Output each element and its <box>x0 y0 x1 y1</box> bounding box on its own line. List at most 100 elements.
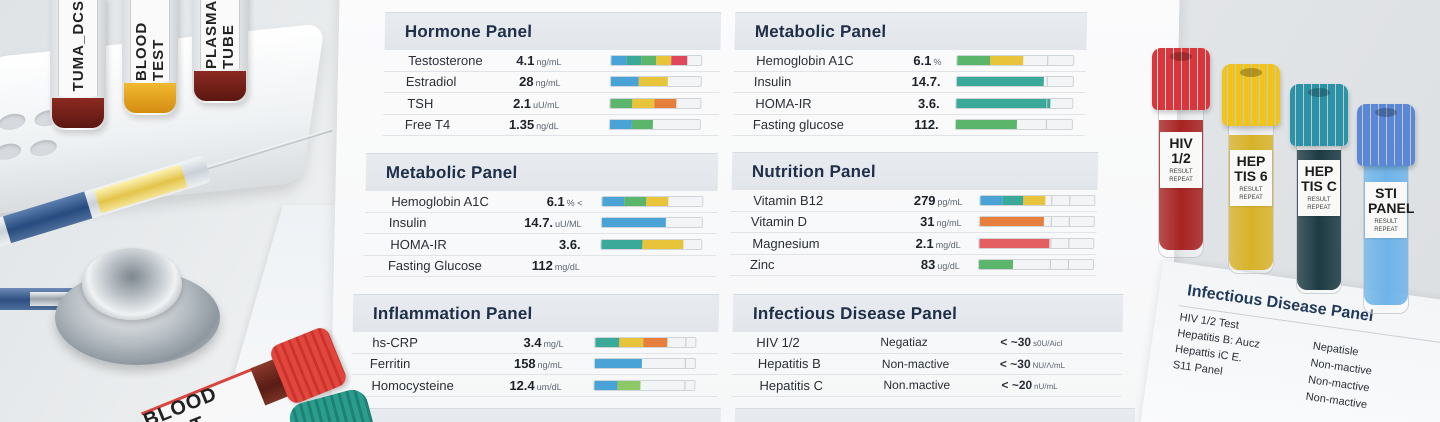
test-value: 4.1 ng/mL <box>516 53 561 68</box>
vial-label-line1: HIV <box>1169 135 1193 151</box>
range-bar-tick <box>1069 195 1071 205</box>
range-bar-segment-blue <box>601 218 666 228</box>
test-value: 158 ng/mL <box>514 356 563 371</box>
vial-label: HIV 1/2 RESULT REPEAT <box>1160 132 1202 188</box>
inflammation-panel: Inflammation Panel hs-CRP 3.4 mg/L Ferritin… <box>351 294 720 397</box>
limit-value: < ~30 <box>1000 335 1032 350</box>
vial-label-line2: TIS 6 <box>1234 168 1268 184</box>
rack-tube-label-text: BLOOD TEST <box>133 21 167 81</box>
value-number: 3.6. <box>917 95 940 111</box>
range-bar <box>978 237 1095 249</box>
range-bar-tick <box>1049 238 1052 248</box>
value-number: 31 <box>919 214 935 230</box>
range-bar-segment-orange <box>979 217 1044 227</box>
test-value: 112 mg/dL <box>532 258 580 273</box>
test-limit: < ~30 NU/Λ/mL <box>1000 357 1065 371</box>
test-value: 12.4 um/dL <box>509 378 562 393</box>
range-bar-segment-green <box>631 120 654 130</box>
metabolic-panel-middle: Metabolic Panel Hemoglobin A1C 6.1% < Insu… <box>363 153 719 277</box>
vial-cap <box>1290 84 1348 146</box>
range-bar-segment-teal <box>601 239 643 249</box>
vial-label: HEP TIS C RESULT REPEAT <box>1298 160 1340 216</box>
value-unit: pg/mL <box>937 196 963 207</box>
range-bar <box>600 238 703 250</box>
stethoscope-bell <box>82 248 182 320</box>
rack-hole <box>0 112 27 132</box>
panel-header: Inflammation Panel <box>352 294 720 332</box>
result-row: Zinc 83 ug/dL <box>729 254 1097 276</box>
test-name: Free T4 <box>404 117 451 133</box>
vial-cap <box>1357 104 1415 166</box>
test-value: 31 ng/mL <box>920 214 962 229</box>
test-name: Insulin <box>753 74 792 90</box>
blood-tube-label-text: BLOOD TEST <box>140 382 221 422</box>
test-value: 83 ug/dL <box>921 257 960 272</box>
value-number: 2.1 <box>915 235 934 251</box>
range-bar-segment-red <box>671 55 687 65</box>
test-name: Homocysteine <box>371 377 454 393</box>
result-row: Magnesium 2.1 mg/dL <box>730 233 1097 255</box>
range-bar <box>594 336 697 348</box>
vial-label-line2: 1/2 <box>1171 150 1191 166</box>
test-name: Hepatitis B <box>757 356 821 372</box>
result-row: Free T4 1.35 ng/dL <box>382 114 720 136</box>
hormone-panel: Hormone Panel Testosterone 4.1 ng/mL Estrad… <box>382 12 722 136</box>
value-number: 2.1 <box>512 95 532 111</box>
range-bar-tick <box>1046 120 1048 130</box>
value-number: 4.1 <box>516 52 535 68</box>
panel-title: Metabolic Panel <box>385 162 518 182</box>
value-number: 14.7. <box>524 215 554 231</box>
result-row: Insulin 14.7. <box>733 71 1087 93</box>
range-bar-segment-yellow <box>632 98 655 108</box>
value-unit: ng/mL <box>536 56 562 67</box>
value-number: 1.35 <box>508 117 535 133</box>
range-bar-tick <box>1050 217 1052 227</box>
range-bar <box>601 195 704 207</box>
range-bar-segment-yellow <box>656 55 672 65</box>
value-number: 3.6. <box>558 236 581 252</box>
range-bar-tick <box>1047 55 1049 65</box>
vial-label-line2: TIS C <box>1301 178 1337 194</box>
rack-tube: PLASMA TUBE <box>192 0 248 103</box>
limit-unit: nU/mL <box>1034 382 1058 392</box>
rack-hole <box>29 138 58 158</box>
range-bar <box>610 54 703 66</box>
range-bar-segment-orange <box>643 337 668 347</box>
rack-tube: BLOOD TEST <box>122 0 178 115</box>
range-bar-segment-green <box>978 260 1014 270</box>
vial-label-small: RESULT REPEAT <box>1374 219 1398 233</box>
panel-title: Inflammation Panel <box>372 303 533 323</box>
panel-header: Infectious Disease Panel <box>732 294 1124 332</box>
rack-tube-fluid <box>124 83 176 113</box>
panel-header: Autoimmune Panel <box>352 408 721 422</box>
range-bar-tick <box>685 337 687 347</box>
result-row: Estradiol 28 ng/mL <box>383 71 721 93</box>
limit-unit: s0U/Aicl <box>1032 339 1063 349</box>
range-bar-tick <box>684 359 686 369</box>
panel-header: Nutrition Panel <box>731 152 1099 190</box>
range-bar-tick <box>1049 260 1051 270</box>
range-bar <box>956 54 1075 66</box>
range-bar-segment-teal <box>1001 195 1024 205</box>
value-unit: mg/dL <box>935 239 961 250</box>
nutrition-panel-bottom: Nutrition Panel <box>734 408 1135 422</box>
test-value: 3.6. <box>559 237 581 252</box>
test-name: Vitamin B12 <box>753 192 824 208</box>
range-bar <box>608 119 702 131</box>
range-bar-segment-blue <box>610 77 640 87</box>
test-name: Zinc <box>749 257 775 273</box>
test-name: Hemoglobin A1C <box>756 52 854 68</box>
range-bar-tick <box>1046 98 1048 108</box>
range-bar-segment-green <box>957 55 991 65</box>
panel-header: Hormone Panel <box>384 12 722 50</box>
value-unit: uU/mL <box>533 99 560 110</box>
test-value: 28 ng/mL <box>519 74 561 89</box>
test-name: HOMA-IR <box>755 95 812 111</box>
range-bar-segment-yellow <box>619 337 644 347</box>
range-bar-tick <box>1047 77 1049 87</box>
vial-label-line1: HEP <box>1304 163 1334 179</box>
range-bar-segment-blue <box>609 120 632 130</box>
result-row: Hepatitis B Non-mactive < ~30 NU/Λ/mL <box>731 353 1123 375</box>
value-unit: um/dL <box>536 381 562 392</box>
test-name: HOMA-IR <box>390 236 447 252</box>
